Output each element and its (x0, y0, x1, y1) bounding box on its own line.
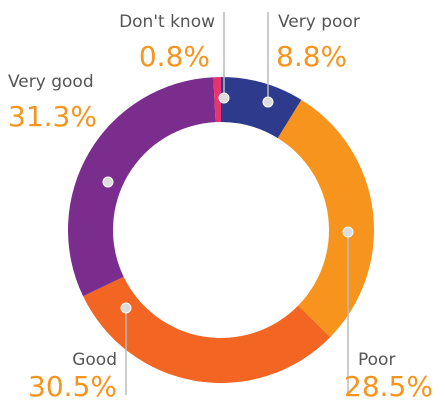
slice-value: 30.5% (28, 370, 117, 403)
label-dot (102, 176, 114, 188)
slice-name: Very good (8, 72, 94, 92)
slice-value: 8.8% (276, 40, 347, 73)
slice-name: Good (72, 350, 117, 370)
label-dot (120, 302, 132, 314)
label-dot (342, 226, 354, 238)
donut-slice (213, 77, 221, 123)
donut-slice (83, 276, 331, 383)
donut-slice (277, 99, 374, 338)
slice-value: 0.8% (139, 40, 210, 73)
slice-name: Don't know (119, 12, 215, 32)
donut-slice (221, 77, 302, 139)
slice-name: Very poor (278, 12, 360, 32)
slice-value: 28.5% (344, 370, 433, 403)
donut-slice (68, 77, 216, 297)
label-dot (262, 96, 274, 108)
slice-name: Poor (358, 350, 395, 370)
slice-value: 31.3% (8, 100, 97, 133)
label-dot (218, 92, 230, 104)
